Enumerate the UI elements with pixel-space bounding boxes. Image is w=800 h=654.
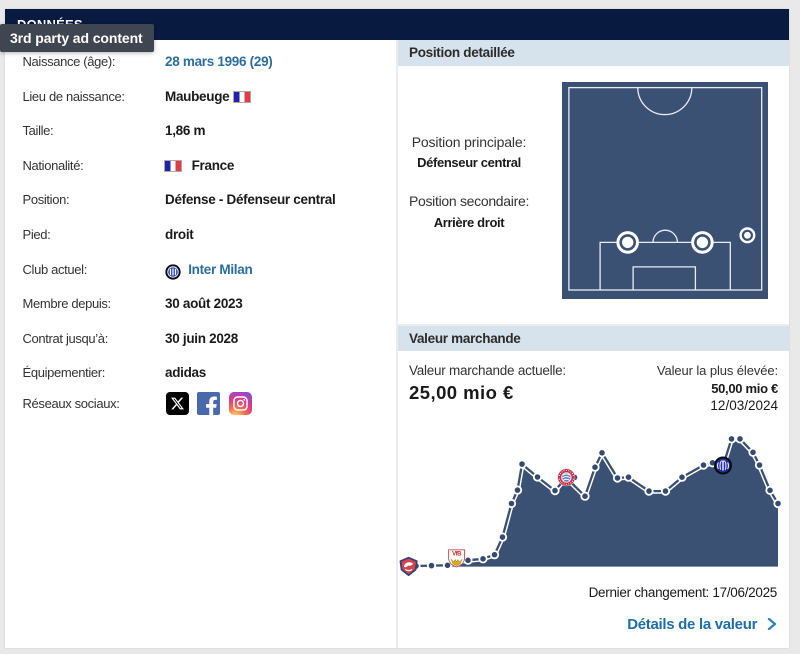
svg-text:VfB: VfB <box>452 551 462 557</box>
